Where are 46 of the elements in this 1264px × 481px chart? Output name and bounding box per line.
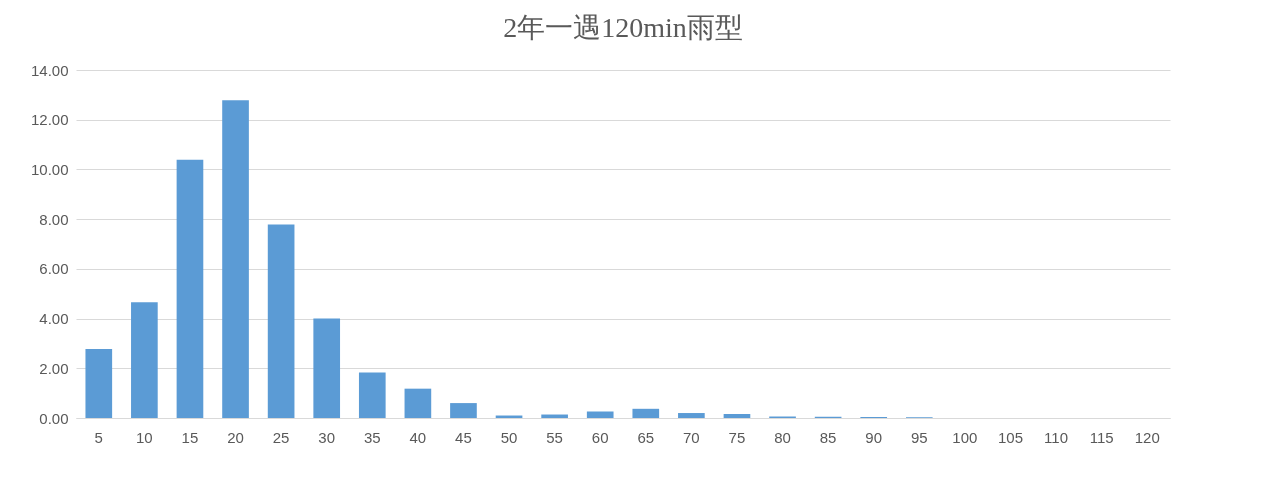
x-tick-label: 90 [865, 428, 883, 446]
x-tick-label: 65 [637, 428, 655, 446]
x-tick-label: 105 [997, 428, 1023, 446]
bar [176, 159, 204, 418]
bar [222, 100, 249, 418]
x-tick-label: 110 [1044, 428, 1068, 446]
x-tick-label: 85 [819, 428, 837, 446]
y-tick-label: 0.00 [39, 409, 69, 427]
x-tick-label: 10 [136, 428, 153, 446]
y-tick-label: 14.00 [30, 61, 69, 79]
x-tick-label: 80 [774, 428, 791, 446]
x-tick-label: 50 [500, 428, 518, 446]
y-tick-label: 6.00 [39, 260, 69, 278]
bar [632, 408, 660, 418]
x-tick-label: 55 [546, 428, 563, 446]
y-tick-label: 8.00 [39, 210, 69, 228]
x-tick-label: 95 [910, 428, 928, 446]
x-tick-label: 75 [728, 428, 746, 446]
bar [586, 411, 614, 418]
chart-title: 2年一遇120min雨型 [503, 12, 743, 43]
x-tick-label: 25 [272, 428, 290, 446]
y-tick-label: 12.00 [30, 111, 69, 129]
bar [358, 372, 386, 418]
x-tick-label: 100 [952, 428, 978, 446]
bar [450, 403, 477, 418]
bar [723, 414, 751, 418]
bar [267, 224, 295, 418]
x-tick-label: 45 [455, 428, 472, 446]
bar [131, 302, 158, 418]
y-tick-label: 4.00 [39, 310, 69, 328]
x-tick-label: 40 [409, 428, 427, 446]
x-tick-label: 120 [1134, 428, 1160, 446]
bar [313, 318, 341, 418]
x-tick-label: 60 [591, 428, 609, 446]
y-tick-label: 10.00 [30, 160, 69, 178]
x-tick-label: 35 [363, 428, 381, 446]
y-tick-label: 2.00 [39, 359, 69, 377]
x-tick-label: 70 [683, 428, 700, 446]
x-tick-label: 115 [1089, 428, 1114, 446]
x-tick-label: 15 [181, 428, 199, 446]
bar [404, 388, 432, 418]
bar [678, 413, 705, 418]
x-tick-label: 5 [94, 428, 103, 446]
x-tick-label: 20 [227, 428, 244, 446]
x-tick-label: 30 [318, 428, 336, 446]
bar [85, 348, 113, 418]
